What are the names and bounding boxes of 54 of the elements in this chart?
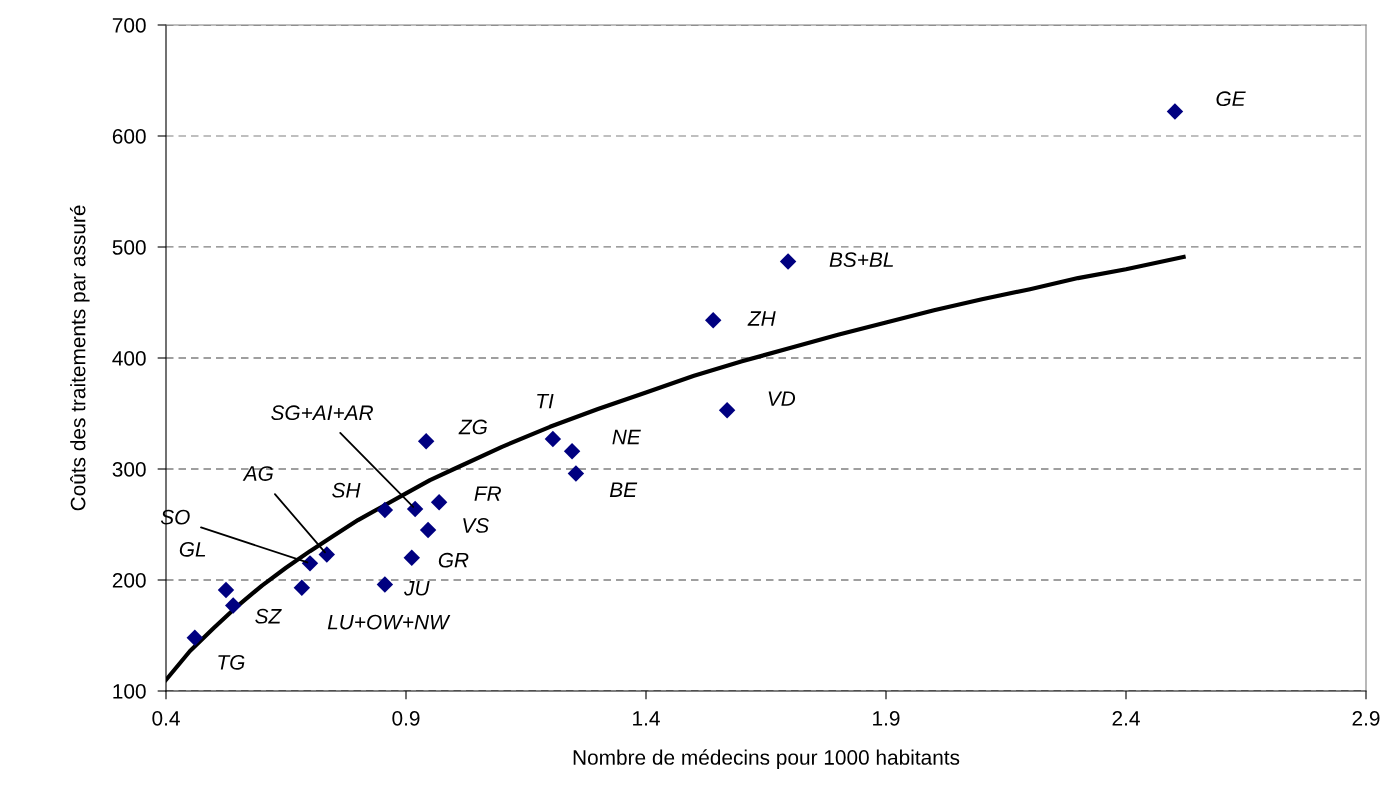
data-label: SG+AI+AR [271, 405, 373, 421]
x-tick-label: 2.9 [1352, 710, 1380, 726]
x-tick-label: 1.4 [633, 711, 660, 726]
point [224, 597, 242, 614]
point [186, 629, 204, 646]
x-tick-label: 2.4 [1112, 710, 1140, 726]
data-label: JU [404, 581, 430, 596]
point [217, 581, 235, 599]
data-label: AG [242, 466, 273, 481]
point [704, 312, 722, 329]
point [430, 494, 448, 511]
y-tick-label: 600 [112, 129, 146, 144]
point [563, 443, 581, 460]
data-label: FR [474, 486, 501, 501]
data-label: ZH [747, 311, 776, 326]
y-tick-label: 400 [112, 351, 146, 366]
data-label: GE [1216, 91, 1246, 107]
data-label: TI [537, 393, 554, 409]
data-label: GL [179, 541, 206, 557]
data-label: NE [612, 429, 641, 445]
x-tick-label: 0.9 [392, 710, 420, 726]
point [406, 500, 424, 518]
data-label: SH [332, 482, 361, 498]
point [417, 433, 435, 450]
data-label: SZ [255, 608, 282, 624]
x-tick-label: 1.9 [873, 710, 900, 726]
point [544, 430, 562, 448]
point [318, 546, 336, 563]
data-label: ZG [458, 419, 487, 435]
point [301, 555, 319, 572]
y-tick-label: 300 [112, 462, 146, 477]
y-tick-label: 100 [113, 684, 146, 699]
data-label: VS [463, 518, 489, 533]
point [1166, 103, 1184, 120]
point [376, 576, 394, 593]
x-axis-title: Nombre de médecins pour 1000 habitants [573, 749, 960, 769]
data-label: LU+OW+NW [327, 614, 451, 630]
y-tick-label: 200 [112, 573, 146, 588]
y-tick-label: 500 [112, 240, 146, 255]
data-label: BS+BL [829, 252, 893, 268]
data-label: BE [609, 482, 638, 497]
data-label: VD [768, 391, 796, 406]
point [376, 501, 394, 519]
point [718, 401, 736, 419]
point [779, 253, 797, 270]
y-axis-title: Coûts des traitements par assuré [69, 205, 90, 511]
point [419, 521, 437, 539]
y-tick-label: 700 [112, 18, 146, 33]
x-tick-label: 0.4 [152, 710, 180, 726]
point [403, 549, 420, 567]
data-label: GR [438, 552, 469, 568]
data-label: TG [218, 654, 245, 670]
point [293, 579, 311, 596]
point [567, 465, 585, 482]
